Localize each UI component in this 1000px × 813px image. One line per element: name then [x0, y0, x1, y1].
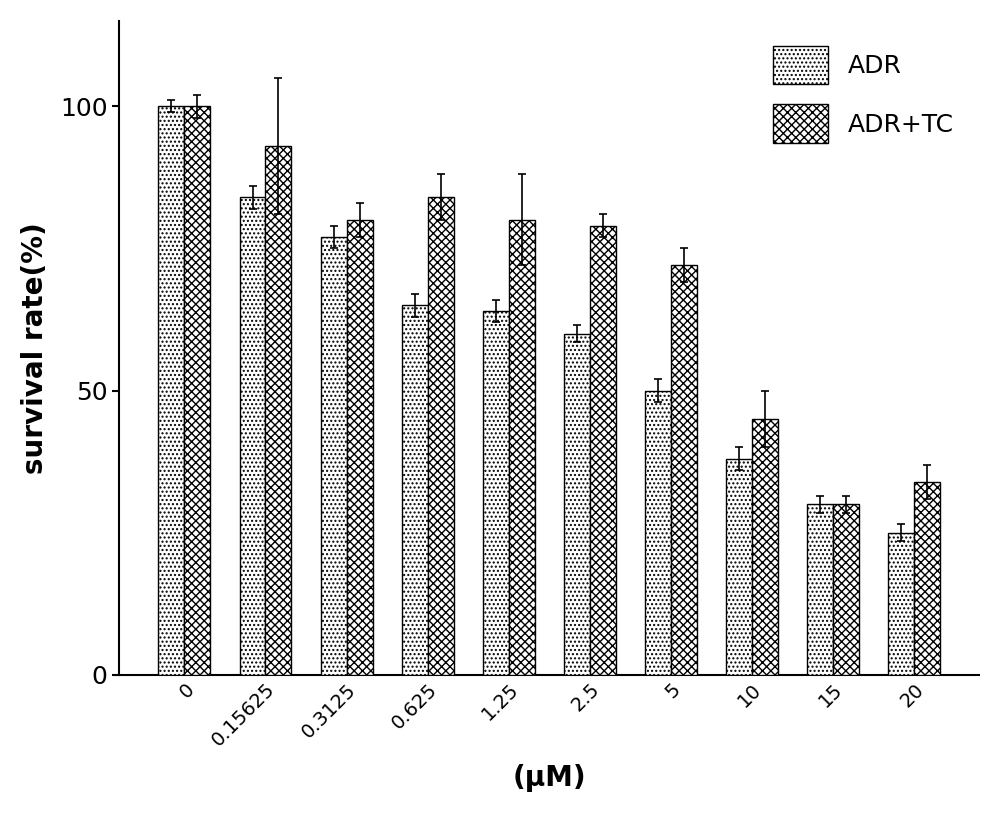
Y-axis label: survival rate(%): survival rate(%) [21, 222, 49, 474]
Bar [265, 146, 291, 675]
Bar [321, 237, 347, 675]
Bar [158, 107, 184, 675]
Bar [240, 198, 265, 675]
Bar [645, 390, 671, 675]
Bar [671, 265, 697, 675]
X-axis label: (μM): (μM) [512, 764, 586, 792]
Bar [914, 481, 940, 675]
Bar [590, 225, 616, 675]
Bar [184, 107, 210, 675]
Bar [807, 504, 833, 675]
Bar [752, 419, 778, 675]
Bar [483, 311, 509, 675]
Bar [509, 220, 535, 675]
Bar [347, 220, 373, 675]
Bar [726, 459, 752, 675]
Bar [888, 533, 914, 675]
Legend: ADR, ADR+TC: ADR, ADR+TC [761, 33, 967, 155]
Bar [564, 333, 590, 675]
Bar [833, 504, 859, 675]
Bar [402, 305, 428, 675]
Bar [428, 198, 454, 675]
